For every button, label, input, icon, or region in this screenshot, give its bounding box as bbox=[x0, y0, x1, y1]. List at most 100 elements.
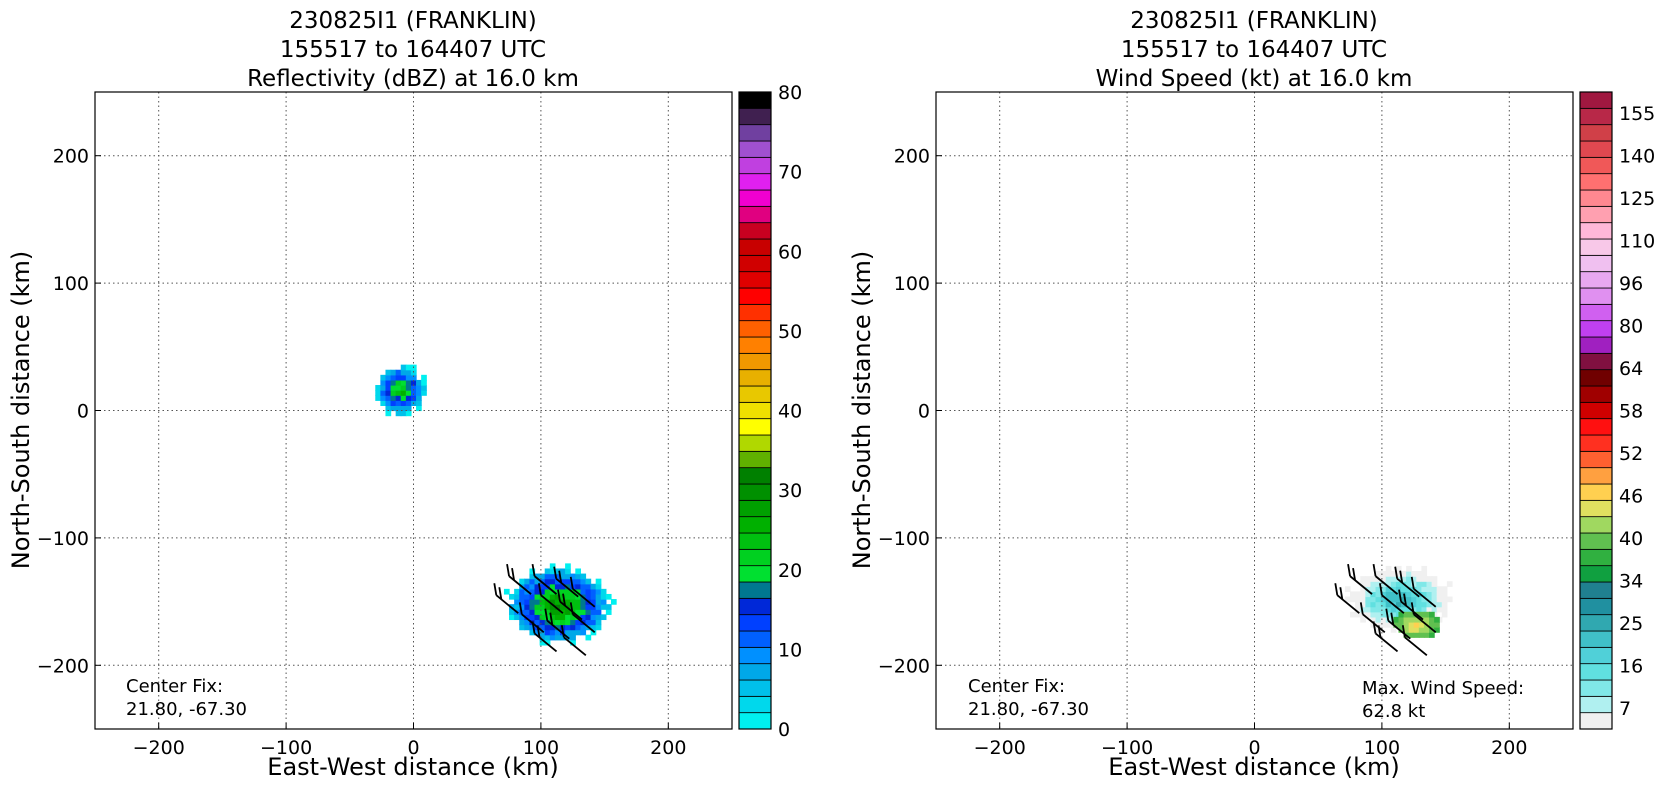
field-cell bbox=[1436, 601, 1443, 608]
wind-speed-axis-ticks: −200 −100 0 100 200 −200 −100 0 100 200 bbox=[878, 146, 1528, 759]
field-cell bbox=[503, 588, 510, 595]
field-cell bbox=[1390, 581, 1397, 587]
field-cell bbox=[385, 385, 392, 391]
field-cell bbox=[1398, 627, 1405, 633]
colorbar-tick-label: 10 bbox=[778, 639, 802, 661]
field-cell bbox=[390, 390, 397, 396]
colorbar-segment bbox=[738, 467, 772, 485]
field-cell bbox=[1434, 621, 1440, 628]
field-cell bbox=[1411, 591, 1417, 598]
field-cell bbox=[1411, 606, 1417, 613]
field-cell bbox=[580, 573, 587, 580]
field-cell bbox=[1406, 606, 1412, 613]
field-cell bbox=[1436, 606, 1443, 613]
field-cell bbox=[1344, 596, 1351, 603]
colorbar-segment bbox=[1579, 516, 1613, 534]
field-cell bbox=[380, 395, 387, 401]
field-cell bbox=[570, 578, 576, 585]
field-cell bbox=[395, 379, 402, 386]
field-cell bbox=[1350, 596, 1356, 603]
field-cell bbox=[1355, 601, 1361, 608]
panel2-title-line1: 230825I1 (FRANKLIN) bbox=[1130, 8, 1378, 34]
field-cell bbox=[534, 599, 541, 605]
field-cell bbox=[1395, 565, 1402, 572]
field-cell bbox=[1398, 611, 1405, 618]
field-cell bbox=[1380, 596, 1387, 603]
field-cell bbox=[1385, 596, 1392, 603]
field-cell bbox=[1401, 571, 1407, 577]
field-cell bbox=[1431, 591, 1438, 598]
field-cell bbox=[554, 614, 561, 621]
field-cell bbox=[595, 609, 602, 615]
field-cell bbox=[1385, 601, 1392, 608]
field-cell bbox=[410, 390, 417, 396]
field-cell bbox=[395, 395, 402, 401]
field-cell bbox=[590, 593, 597, 600]
field-cell bbox=[529, 588, 536, 595]
field-cell bbox=[519, 619, 525, 626]
wind-speed-panel: 230825I1 (FRANKLIN) 155517 to 164407 UTC… bbox=[848, 8, 1655, 781]
field-cell bbox=[519, 593, 525, 600]
field-cell bbox=[560, 568, 566, 575]
field-cell bbox=[1429, 616, 1435, 623]
colorbar-tick-label: 30 bbox=[778, 480, 802, 502]
field-cell bbox=[405, 364, 412, 371]
field-cell bbox=[416, 400, 422, 407]
field-cell bbox=[549, 568, 556, 575]
field-cell bbox=[560, 599, 566, 605]
field-cell bbox=[1441, 606, 1448, 613]
colorbar-segment bbox=[1579, 287, 1613, 305]
field-cell bbox=[1385, 621, 1392, 628]
wind-speed-plot-area bbox=[935, 91, 1574, 730]
field-cell bbox=[590, 588, 597, 595]
colorbar-segment bbox=[1579, 663, 1613, 681]
wind-barb bbox=[531, 621, 558, 653]
field-cell bbox=[539, 629, 546, 636]
colorbar-segment bbox=[738, 189, 772, 207]
field-cell bbox=[529, 624, 536, 631]
reflectivity-plot-area bbox=[94, 91, 733, 730]
colorbar-segment bbox=[738, 320, 772, 338]
colorbar-segment bbox=[738, 483, 772, 501]
colorbar-tick-label: 80 bbox=[1619, 316, 1643, 338]
field-cell bbox=[544, 568, 551, 575]
colorbar-segment bbox=[738, 401, 772, 420]
field-cell bbox=[1390, 611, 1397, 618]
field-cell bbox=[534, 614, 541, 621]
field-cell bbox=[534, 604, 541, 610]
field-cell bbox=[565, 563, 571, 570]
field-cell bbox=[390, 369, 397, 376]
field-cell bbox=[585, 604, 592, 610]
field-cell bbox=[565, 619, 571, 626]
colorbar-segment bbox=[1579, 303, 1613, 322]
colorbar-segment bbox=[738, 565, 772, 583]
wind-speed-colorbar: 7 16 25 34 40 46 52 58 64 80 96 110 125 140 155 bbox=[1579, 91, 1655, 730]
field-cell bbox=[549, 583, 556, 590]
field-cell bbox=[534, 583, 541, 590]
colorbar-segment bbox=[738, 222, 772, 240]
field-cell bbox=[549, 634, 556, 641]
field-cell bbox=[1446, 596, 1453, 603]
field-cell bbox=[575, 629, 581, 636]
field-cell bbox=[539, 624, 546, 631]
colorbar-tick-label: 50 bbox=[778, 321, 802, 343]
colorbar-segment bbox=[1579, 352, 1613, 371]
field-cell bbox=[544, 578, 551, 585]
field-cell bbox=[1406, 565, 1412, 572]
field-cell bbox=[1418, 621, 1425, 628]
field-cell bbox=[405, 410, 412, 417]
wind-barb bbox=[1347, 563, 1373, 595]
field-cell bbox=[539, 604, 546, 610]
field-cell bbox=[1421, 565, 1428, 572]
field-cell bbox=[1421, 601, 1428, 608]
panel2-center-fix-value: 21.80, -67.30 bbox=[968, 699, 1089, 720]
field-cell bbox=[405, 395, 412, 401]
wind-barb bbox=[531, 563, 558, 595]
field-cell bbox=[549, 609, 556, 615]
field-cell bbox=[539, 619, 546, 626]
field-cell bbox=[605, 604, 612, 610]
colorbar-segment bbox=[1579, 581, 1613, 599]
field-cell bbox=[390, 400, 397, 407]
field-cell bbox=[1416, 586, 1422, 593]
field-cell bbox=[1393, 616, 1400, 623]
